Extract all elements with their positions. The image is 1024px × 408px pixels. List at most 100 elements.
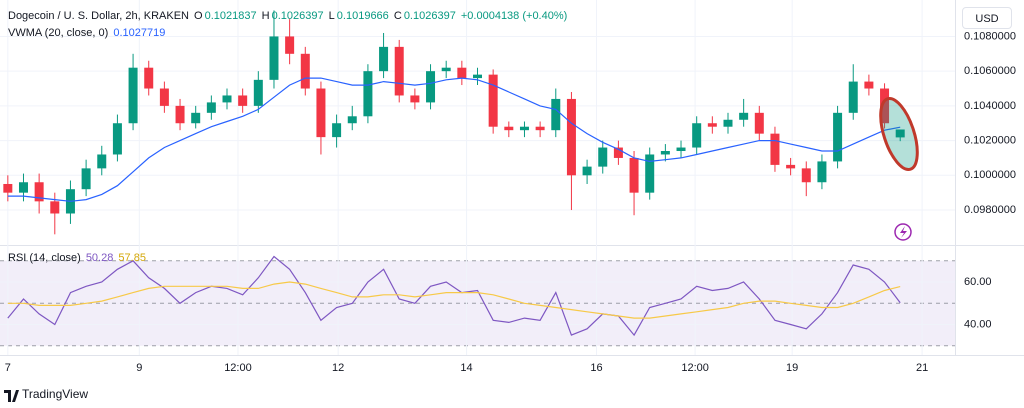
lightning-bolt [900,226,907,238]
candle-body [566,98,576,176]
candle-body [598,147,608,167]
y-tick-label: 60.00 [964,276,992,288]
ohlc-label: H [261,10,270,22]
candle-body [191,112,201,124]
candle-body [144,67,154,89]
candle-body [81,168,91,190]
candle-body [112,123,122,155]
candle-body [864,81,874,89]
logo-shape [4,390,19,402]
candle-body [18,182,28,193]
ohlc-value: 0.1021837 [204,10,257,22]
candle-body [786,164,796,169]
candle-body [410,95,420,103]
ohlc-label: O [194,10,203,22]
candle-body [34,182,44,202]
x-tick-label: 19 [786,362,798,374]
y-tick-label: 0.1000000 [964,169,1016,181]
x-tick-label: 7 [5,362,11,374]
candle-body [582,166,592,176]
legend-entry: VWMA (20, close, 0) [8,27,109,39]
candle-body [394,46,404,96]
ohlc-label: L [328,10,335,22]
vwma-line [7,77,901,202]
symbol-title: Dogecoin / U. S. Dollar, 2h, KRAKEN [8,10,189,22]
candle-body [441,67,451,72]
candle-body [613,147,623,158]
y-tick-label: 0.1080000 [964,30,1016,42]
highlight-ellipse [879,97,919,171]
rsi-legend: RSI (14, close) 50.28 57.85 [8,252,148,264]
candle-body [159,88,169,106]
x-tick-label: 12 [332,362,344,374]
y-tick-label: 0.1020000 [964,134,1016,146]
candle-body [457,67,467,79]
y-tick-label: 0.0980000 [964,204,1016,216]
x-tick-label: 16 [590,362,602,374]
candle-body [3,183,13,193]
candle-body [692,123,702,148]
vwma-legend: VWMA (20, close, 0) 0.1027719 [8,27,167,39]
candle-body [645,154,655,193]
rsi-ma-line [7,281,901,319]
candle-body [629,157,639,193]
lightning-icon [894,223,912,241]
legend-value: 50.28 [85,252,114,264]
candle-body [269,36,279,80]
candle-body [222,95,232,103]
x-tick-label: 9 [136,362,142,374]
candle-body [285,36,295,54]
candle-body [316,88,326,138]
candle-body [833,112,843,162]
candle-body [848,81,858,113]
ohlc-label: C [393,10,402,22]
candle-body [770,133,780,165]
ohlc-value: 0.1026397 [271,10,324,22]
brand-logo [4,390,19,402]
legend-value: 57.85 [118,252,146,264]
y-tick-label: 0.1040000 [964,100,1016,112]
candle-body [175,105,185,124]
x-tick-label: 21 [916,362,928,374]
candle-body [519,126,529,131]
candle-body [488,74,498,127]
x-tick-label: 14 [460,362,472,374]
candle-body [551,98,561,131]
brand-name: TradingView [22,387,89,401]
y-tick-label: 40.00 [964,318,992,330]
candle-body [347,116,357,124]
candle-body [363,71,373,117]
candle-body [50,201,60,214]
legend-entry: RSI (14, close) [8,252,81,264]
currency-button[interactable]: USD [962,7,1012,29]
candle-body [332,123,342,138]
ohlc-value: 0.1019666 [336,10,389,22]
legend-value: 0.1027719 [113,27,166,39]
ohlc-header: Dogecoin / U. S. Dollar, 2h, KRAKEN O 0.1… [8,10,569,22]
candle-body [817,161,827,183]
y-tick-label: 0.1060000 [964,65,1016,77]
x-tick-label: 12:00 [681,362,709,374]
candle-body [660,151,670,155]
candle-body [473,74,482,79]
candle-body [238,95,248,106]
ohlc-value: 0.1026397 [403,10,456,22]
candle-body [504,126,514,131]
candle-body [880,88,890,124]
candle-body [676,147,686,152]
x-tick-label: 12:00 [224,362,252,374]
candle-body [206,102,216,113]
candle-body [754,112,764,134]
candle-body [801,168,811,183]
candle-body [97,154,107,169]
candle-body [426,71,436,103]
candle-body [128,67,138,124]
candle-body [895,129,905,138]
candle-body [723,119,733,127]
candle-body [253,79,263,106]
candle-body [300,53,310,89]
change: +0.0004138 (+0.40%) [460,10,568,22]
